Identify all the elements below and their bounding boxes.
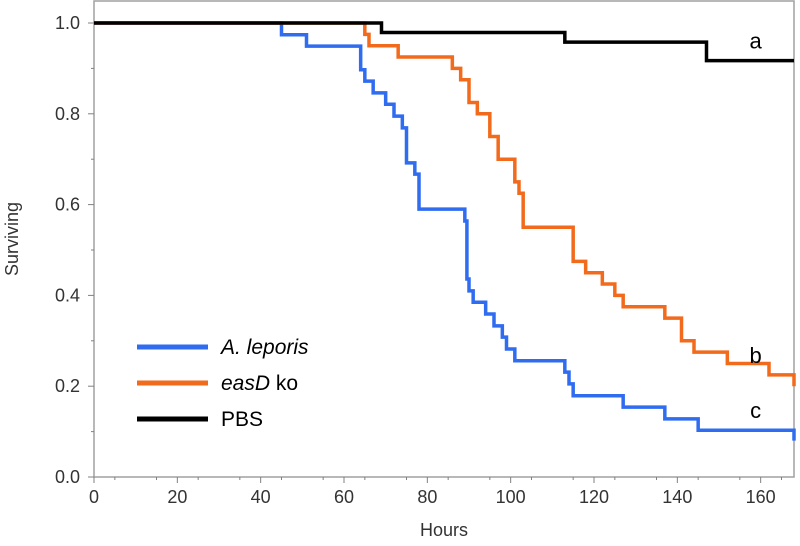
annotation-a: a xyxy=(750,29,763,54)
x-tick-label: 20 xyxy=(167,487,187,507)
annotation-c: c xyxy=(750,398,761,423)
y-tick-label: 0.4 xyxy=(55,285,80,305)
x-tick-label: 0 xyxy=(89,487,99,507)
x-tick-label: 120 xyxy=(579,487,609,507)
x-tick-label: 160 xyxy=(746,487,776,507)
series-lines xyxy=(94,21,796,441)
x-tick-label: 80 xyxy=(417,487,437,507)
y-axis-title: Surviving xyxy=(2,202,22,276)
y-axis: 0.0 0.2 0.4 0.6 0.8 1.0 xyxy=(55,13,94,487)
series-annotations: c b a xyxy=(750,29,763,424)
annotation-b: b xyxy=(750,343,762,368)
x-axis-title: Hours xyxy=(420,520,468,540)
y-tick-label: 0.8 xyxy=(55,104,80,124)
x-axis: 0 20 40 60 80 100 120 140 160 xyxy=(89,477,782,507)
x-tick-label: 140 xyxy=(662,487,692,507)
x-tick-label: 40 xyxy=(251,487,271,507)
y-tick-label: 0.6 xyxy=(55,195,80,215)
plot-frame xyxy=(93,0,795,478)
y-tick-label: 1.0 xyxy=(55,13,80,33)
y-tick-label: 0.2 xyxy=(55,376,80,396)
x-tick-label: 100 xyxy=(496,487,526,507)
legend: A. leporis easD ko PBS xyxy=(137,336,309,431)
legend-label-1: easD ko xyxy=(221,372,298,395)
legend-label-2: PBS xyxy=(221,408,263,431)
y-tick-label: 0.0 xyxy=(55,467,80,487)
legend-label-0: A. leporis xyxy=(219,336,309,359)
series-line-0 xyxy=(94,21,796,441)
x-tick-label: 60 xyxy=(334,487,354,507)
series-line-2 xyxy=(94,21,794,63)
series-line-1 xyxy=(94,21,796,387)
